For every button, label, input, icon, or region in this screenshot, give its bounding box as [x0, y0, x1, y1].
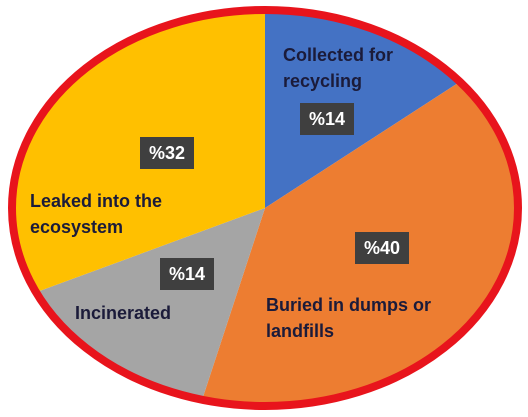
slice-label: Leaked into the ecosystem: [30, 191, 163, 237]
slice-label: Collected for recycling: [283, 45, 394, 91]
value-label: %14: [300, 103, 355, 135]
pie-slice: [265, 10, 460, 208]
slice-label: Buried in dumps or landfills: [266, 295, 432, 341]
value-label: %32: [140, 137, 195, 169]
value-label: %14: [160, 258, 215, 290]
value-label: %40: [355, 232, 410, 264]
slice-label: Incinerated: [75, 303, 172, 323]
pie-border: [8, 6, 522, 410]
